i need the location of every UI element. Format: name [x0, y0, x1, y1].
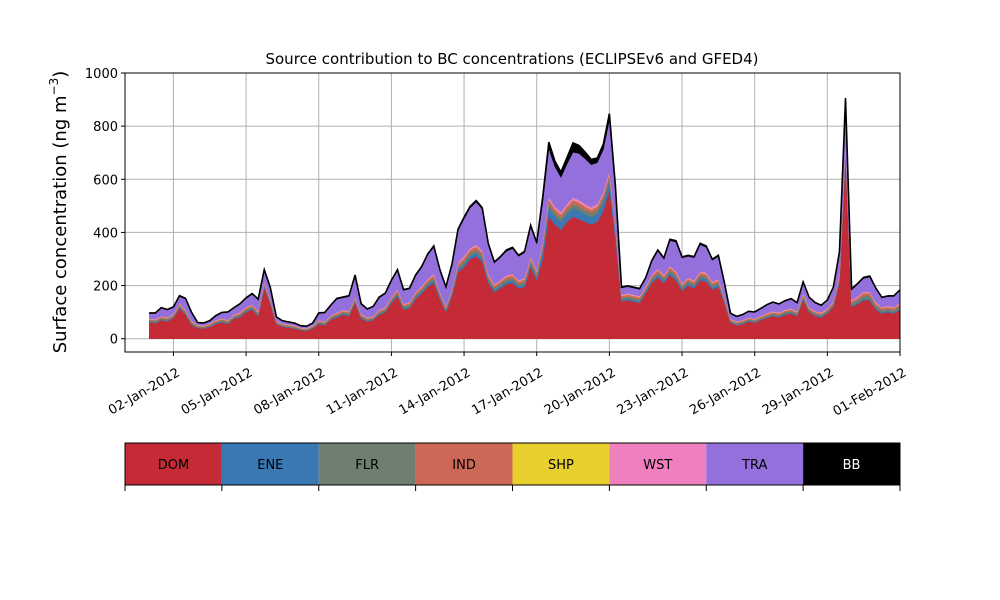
legend-item-ene: ENE — [221, 443, 319, 485]
y-tick-label: 200 — [93, 280, 118, 295]
legend-label: IND — [452, 458, 476, 473]
legend-label: ENE — [257, 458, 283, 473]
x-tick-label: 05-Jan-2012 — [179, 365, 256, 418]
legend-swatch — [221, 443, 319, 485]
legend-item-shp: SHP — [512, 443, 610, 485]
legend-label: TRA — [741, 458, 767, 473]
legend-item-tra: TRA — [706, 443, 804, 485]
y-tick-label: 600 — [93, 173, 118, 188]
legend-swatch — [512, 443, 610, 485]
legend-item-bb: BB — [803, 443, 900, 485]
x-tick-label: 23-Jan-2012 — [615, 365, 692, 418]
y-axis: 0 200 400 600 800 1000 — [85, 67, 125, 348]
legend-swatch — [803, 443, 900, 485]
total-concentration-line — [149, 97, 901, 328]
stacked-areas — [148, 97, 901, 339]
y-tick-label: 1000 — [85, 67, 118, 82]
legend-label: BB — [843, 458, 861, 473]
legend-item-wst: WST — [609, 443, 707, 485]
legend-item-ind: IND — [415, 443, 513, 485]
chart-title: Source contribution to BC concentrations… — [265, 50, 758, 68]
y-axis-label: Surface concentration (ng m−3) — [47, 71, 71, 354]
y-tick-label: 0 — [110, 333, 118, 348]
x-tick-label: 20-Jan-2012 — [542, 365, 619, 418]
x-tick-label: 08-Jan-2012 — [251, 365, 328, 418]
x-tick-label: 14-Jan-2012 — [397, 365, 474, 418]
x-tick-label: 02-Jan-2012 — [106, 365, 183, 418]
x-tick-label: 26-Jan-2012 — [687, 365, 764, 418]
x-tick-label: 01-Feb-2012 — [831, 365, 910, 419]
legend-swatch — [318, 443, 416, 485]
x-axis: 02-Jan-201205-Jan-201208-Jan-201211-Jan-… — [106, 352, 909, 419]
legend-label: DOM — [158, 458, 189, 473]
x-tick-label: 17-Jan-2012 — [469, 365, 546, 418]
legend-item-dom: DOM — [125, 443, 222, 485]
legend-frame — [124, 442, 901, 486]
y-tick-label: 400 — [93, 226, 118, 241]
y-axis-label-exponent: −3 — [47, 78, 61, 96]
legend-label: SHP — [548, 458, 574, 473]
legend-label: WST — [643, 458, 672, 473]
legend-swatch — [125, 443, 222, 485]
y-axis-label-main: Surface concentration (ng m — [50, 95, 71, 353]
x-tick-label: 29-Jan-2012 — [760, 365, 837, 418]
y-axis-label-close: ) — [50, 71, 71, 78]
legend-swatch — [415, 443, 513, 485]
legend-label: FLR — [355, 458, 379, 473]
legend-item-flr: FLR — [318, 443, 416, 485]
legend: DOM ENE FLR IND SHP WST TRA BB — [124, 442, 901, 491]
plot-frame — [124, 72, 901, 353]
legend-swatch — [706, 443, 804, 485]
y-tick-label: 800 — [93, 120, 118, 135]
legend-swatch — [609, 443, 707, 485]
x-tick-label: 11-Jan-2012 — [324, 365, 401, 418]
